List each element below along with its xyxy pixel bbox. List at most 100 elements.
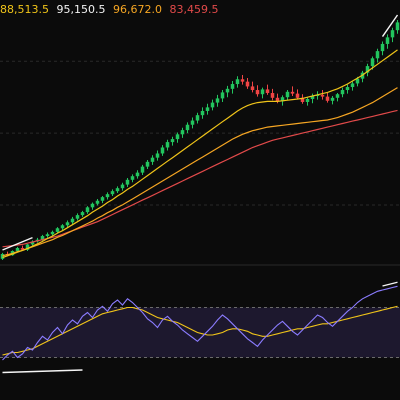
candle-body [145, 161, 150, 167]
price-trendline-right [381, 14, 399, 37]
candle-body [375, 51, 380, 59]
candle-body [265, 89, 270, 94]
candle [110, 189, 115, 196]
candle [220, 90, 225, 102]
candle [285, 90, 290, 101]
rsi-band [0, 307, 400, 358]
candle [340, 87, 345, 98]
candle-body [180, 130, 185, 135]
rsi-trendline-left [2, 369, 83, 374]
candle-body [290, 91, 295, 94]
candle-body [0, 254, 5, 259]
candle-body [320, 94, 325, 97]
candle-body [380, 43, 385, 52]
candle [325, 92, 330, 103]
candle [350, 81, 355, 91]
candle [130, 174, 135, 183]
candle-body [355, 78, 360, 84]
candle-body [110, 191, 115, 195]
candle [200, 107, 205, 119]
candle [380, 41, 385, 56]
candle-body [70, 218, 75, 223]
candle [240, 75, 245, 85]
candle-body [220, 92, 225, 99]
candle [25, 243, 30, 252]
ma-mid-value: 95,150.5 [56, 3, 106, 16]
candle [235, 76, 240, 88]
candle-body [295, 93, 300, 98]
candle-body [170, 139, 175, 143]
candle-body [385, 37, 390, 44]
candle-body [55, 228, 60, 232]
candle-body [215, 98, 220, 103]
candle-body [50, 231, 55, 235]
candle-body [25, 244, 30, 250]
rsi-line [2, 285, 398, 361]
candle-body [300, 97, 305, 102]
candle-body [30, 241, 35, 245]
candle-body [260, 89, 265, 95]
candle-body [235, 79, 240, 85]
candle-body [275, 97, 280, 102]
candle [320, 90, 325, 100]
candle [335, 93, 340, 102]
candle-body [190, 120, 195, 125]
candle [160, 145, 165, 156]
candle-body [65, 222, 70, 226]
candle-body [140, 166, 145, 173]
candle-body [185, 124, 190, 131]
candle-body [40, 236, 45, 240]
ma-slow-value: 96,672.0 [112, 3, 162, 16]
candle-body [395, 22, 400, 31]
candle-body [45, 234, 50, 237]
candle [0, 252, 5, 260]
candle-body [245, 81, 250, 87]
candle-body [115, 188, 120, 192]
candle [265, 84, 270, 95]
candle [365, 63, 370, 77]
candle [345, 84, 350, 94]
candle-body [210, 102, 215, 108]
candle-body [330, 97, 335, 101]
rsi-signal-line [2, 305, 398, 356]
candle [170, 136, 175, 146]
candle [80, 210, 85, 217]
rsi-panel [0, 281, 400, 374]
candle-body [305, 99, 310, 102]
candle [155, 150, 160, 161]
candle-body [195, 115, 200, 121]
candle-body [200, 110, 205, 116]
candle-body [75, 215, 80, 219]
rsi-trendline-right [382, 281, 398, 287]
candle-body [255, 90, 260, 95]
candle-body [95, 200, 100, 204]
candle [20, 245, 25, 251]
candle-body [135, 172, 140, 177]
candle [250, 81, 255, 93]
candle [295, 89, 300, 100]
candle [175, 132, 180, 143]
candle [205, 103, 210, 115]
ma-fast-line [2, 49, 398, 259]
candle [65, 220, 70, 228]
candle-body [125, 179, 130, 185]
candle-body [285, 91, 290, 98]
candle [85, 206, 90, 214]
candle [50, 230, 55, 237]
candle-body [390, 30, 395, 38]
candle [255, 85, 260, 97]
candle-body [240, 79, 245, 82]
ma-mid-line [2, 87, 398, 257]
candle-body [20, 248, 25, 250]
candle-body [80, 212, 85, 216]
candle [100, 195, 105, 204]
candle [215, 94, 220, 107]
candle [90, 202, 95, 210]
candle-body [225, 88, 230, 93]
candle [120, 182, 125, 191]
candle [145, 160, 150, 170]
candle [105, 192, 110, 200]
candle [115, 186, 120, 193]
